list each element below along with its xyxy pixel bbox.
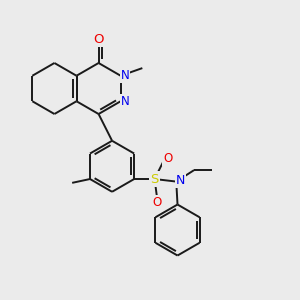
Text: N: N (121, 95, 129, 108)
Text: N: N (176, 174, 185, 187)
Text: S: S (150, 172, 159, 185)
Text: O: O (93, 33, 104, 46)
Text: N: N (121, 69, 129, 82)
Text: O: O (152, 196, 162, 209)
Text: O: O (164, 152, 172, 165)
